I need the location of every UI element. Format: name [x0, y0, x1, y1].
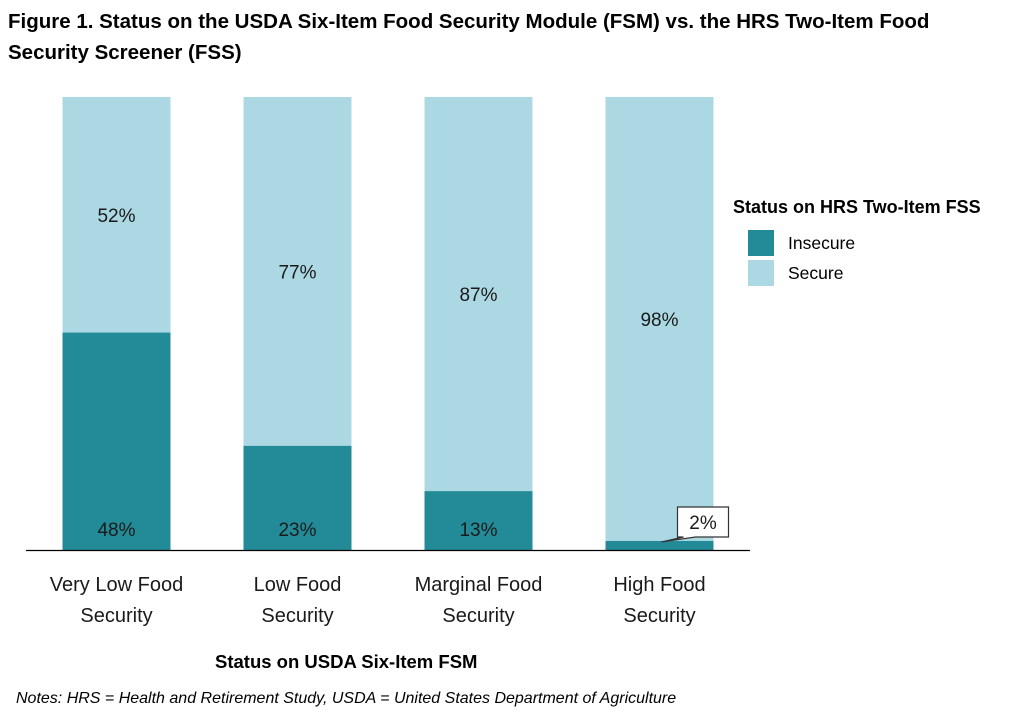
bar-secure-2 [424, 97, 533, 492]
callout-2pct: 2% [661, 506, 730, 543]
chart-title: Figure 1. Status on the USDA Six-Item Fo… [8, 10, 930, 64]
bar-insecure-2 [424, 491, 533, 550]
x-tick-label-3-line2: Security [623, 605, 695, 627]
label-insecure-0: 48% [97, 520, 135, 541]
label-secure-2: 87% [459, 285, 497, 306]
data-labels: 52% 48% 77% 23% 87% 13% 98% [97, 206, 678, 541]
x-tick-label-0-line2: Security [80, 605, 152, 627]
x-tick-label-1-line1: Low Food [254, 574, 342, 596]
notes: Notes: HRS = Health and Retirement Study… [16, 690, 677, 707]
label-secure-3: 98% [640, 310, 678, 331]
x-tick-label-3-line1: High Food [613, 574, 705, 596]
label-insecure-2: 13% [459, 520, 497, 541]
legend: Status on HRS Two-Item FSS Insecure Secu… [733, 197, 981, 288]
x-tick-label-1-line2: Security [261, 605, 333, 627]
bar-secure-0 [62, 97, 171, 333]
label-insecure-3: 2% [689, 513, 717, 534]
label-insecure-1: 23% [278, 520, 316, 541]
legend-swatch-secure [748, 260, 774, 286]
label-secure-1: 77% [278, 262, 316, 283]
legend-title: Status on HRS Two-Item FSS [733, 197, 981, 217]
legend-label-secure: Secure [788, 262, 844, 283]
bar-insecure-0 [62, 332, 171, 550]
bar-insecure-3 [605, 540, 714, 550]
x-tick-labels: Very Low Food Security Low Food Security Mar… [50, 574, 706, 627]
series-insecure-bars [62, 332, 714, 550]
legend-swatch-insecure [748, 230, 774, 256]
legend-item-secure: Secure [733, 258, 981, 288]
x-tick-label-0-line1: Very Low Food [50, 574, 183, 596]
legend-item-insecure: Insecure [733, 228, 981, 258]
bar-secure-1 [243, 97, 352, 446]
callout-box [661, 506, 730, 543]
bar-secure-3 [605, 97, 714, 541]
x-tick-label-2-line1: Marginal Food [415, 574, 543, 596]
bar-insecure-1 [243, 445, 352, 550]
x-axis-title: Status on USDA Six-Item FSM [215, 651, 478, 672]
series-secure-bars [62, 97, 714, 541]
x-tick-label-2-line2: Security [442, 605, 514, 627]
legend-label-insecure: Insecure [788, 232, 856, 253]
label-secure-0: 52% [97, 206, 135, 227]
